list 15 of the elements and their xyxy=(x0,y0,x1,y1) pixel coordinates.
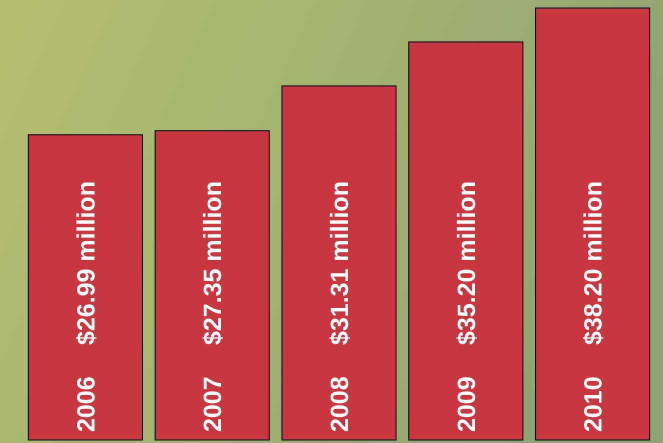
x-tick-label: 2006 xyxy=(72,376,100,432)
data-label: $31.31 million xyxy=(326,181,354,345)
data-label: $35.20 million xyxy=(452,181,481,345)
bar xyxy=(281,85,397,440)
x-tick-label: 2007 xyxy=(199,376,228,432)
x-tick-label: 2009 xyxy=(452,376,481,432)
x-tick-label: 2008 xyxy=(326,376,354,432)
bar xyxy=(154,130,270,440)
data-label: $27.35 million xyxy=(199,181,228,345)
bar xyxy=(535,8,650,440)
x-tick-label: 2010 xyxy=(580,376,608,432)
data-label: $26.99 million xyxy=(72,181,100,345)
bar xyxy=(28,134,143,440)
bar xyxy=(408,41,524,440)
data-label: $38.20 million xyxy=(580,181,608,345)
